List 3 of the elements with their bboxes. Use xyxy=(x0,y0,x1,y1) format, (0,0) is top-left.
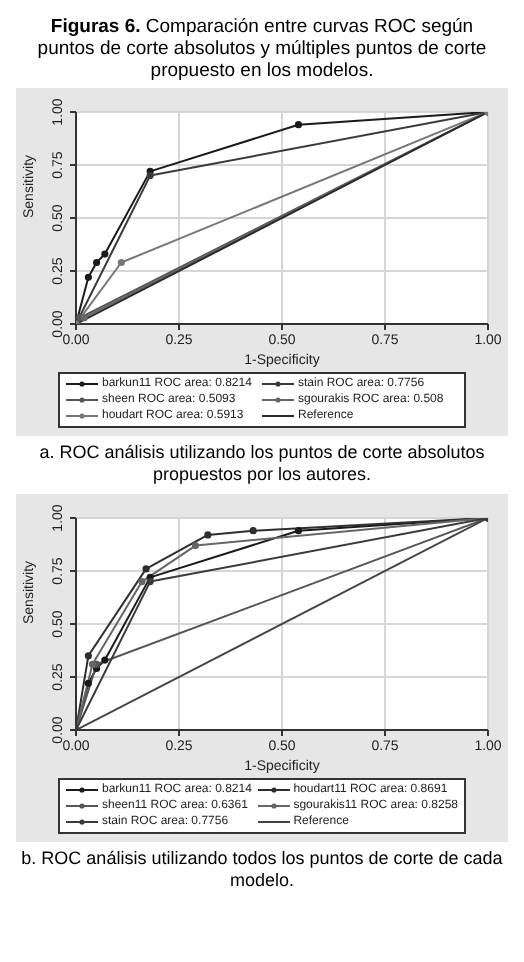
text: a. ROC análisis utilizando los puntos de corte absolutos propuestos por los autores. xyxy=(37,442,487,486)
chart-title: Figuras 6. Comparación entre curvas ROC según puntos de corte absolutos y múltiples puntos de corte propuesto en los modelos. xyxy=(35,16,489,82)
text: b. ROC análisis utilizando todos los puntos de corte de cada modelo. xyxy=(19,848,505,892)
